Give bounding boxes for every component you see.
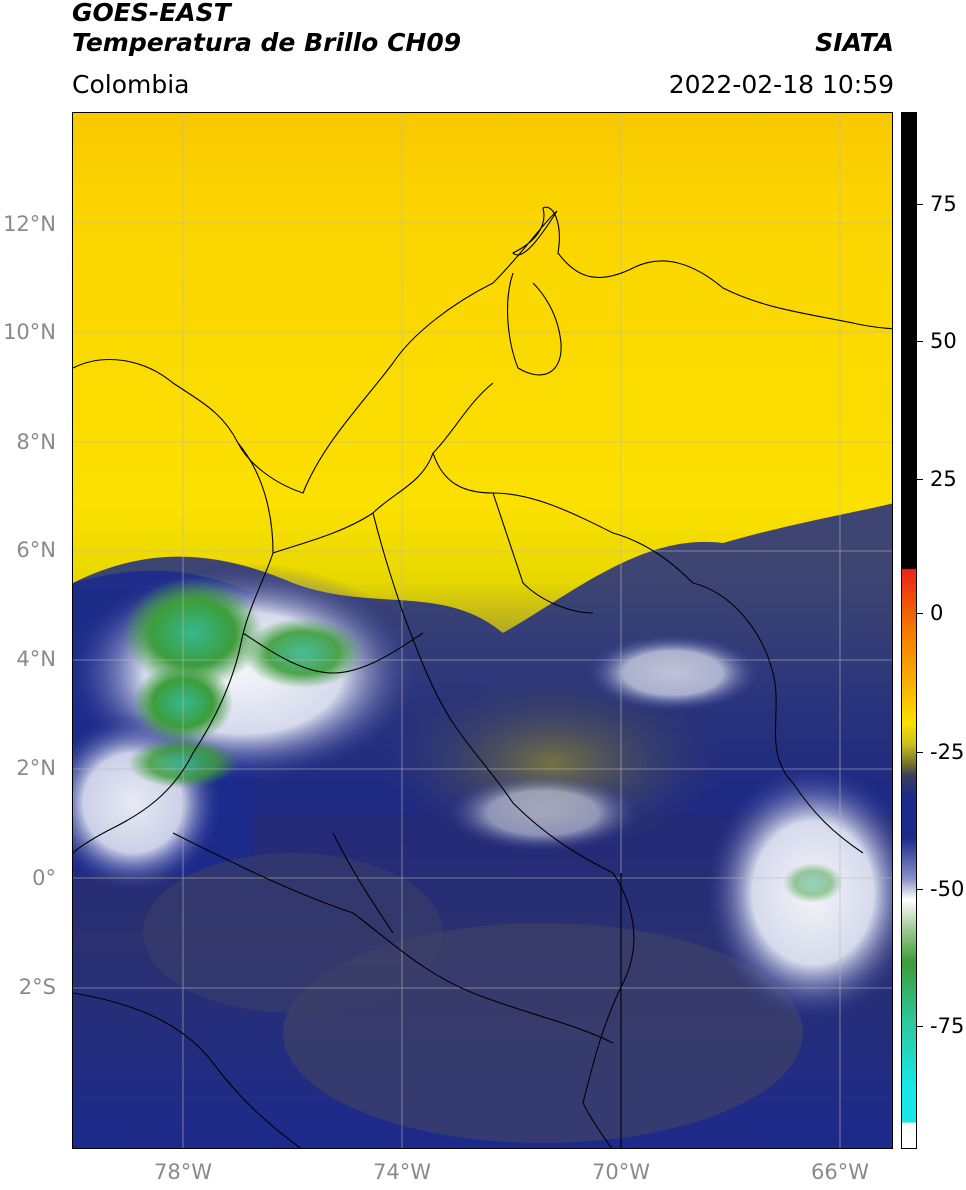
colorbar-label: 0 bbox=[930, 601, 944, 625]
graticule bbox=[73, 113, 892, 1148]
lat-label: 6°N bbox=[16, 538, 56, 562]
colorbar-label: -75 bbox=[930, 1014, 965, 1038]
colorbar-label: -25 bbox=[930, 740, 965, 764]
colorbar-tick bbox=[917, 204, 923, 205]
region-label: Colombia bbox=[72, 70, 190, 99]
colorbar-label: 50 bbox=[930, 329, 957, 353]
colorbar-tick bbox=[917, 479, 923, 480]
colorbar-tick bbox=[917, 613, 923, 614]
lat-label: 0° bbox=[32, 866, 56, 890]
lat-label: 2°S bbox=[18, 975, 56, 999]
colorbar-label: -50 bbox=[930, 877, 965, 901]
lon-label: 74°W bbox=[373, 1160, 431, 1184]
lon-label: 66°W bbox=[811, 1160, 869, 1184]
lat-label: 8°N bbox=[16, 430, 56, 454]
colorbar-label: 75 bbox=[930, 192, 957, 216]
lat-label: 12°N bbox=[3, 212, 56, 236]
lon-label: 70°W bbox=[592, 1160, 650, 1184]
lat-label: 10°N bbox=[3, 320, 56, 344]
colorbar bbox=[901, 112, 917, 1149]
timestamp-label: 2022-02-18 10:59 bbox=[668, 70, 894, 99]
title-product: Temperatura de Brillo CH09 bbox=[72, 28, 462, 57]
colorbar-label: 25 bbox=[930, 467, 957, 491]
colorbar-tick bbox=[917, 889, 923, 890]
lat-label: 4°N bbox=[16, 647, 56, 671]
source-label: SIATA bbox=[815, 28, 894, 57]
colorbar-tick bbox=[917, 752, 923, 753]
title-satellite: GOES-EAST bbox=[72, 0, 231, 27]
cold-cloud-tops bbox=[123, 578, 263, 688]
colorbar-tick bbox=[917, 1026, 923, 1027]
coastline-borders bbox=[73, 206, 892, 1148]
colorbar-tick bbox=[917, 341, 923, 342]
lat-label: 2°N bbox=[16, 756, 56, 780]
lon-label: 78°W bbox=[154, 1160, 212, 1184]
satellite-map bbox=[72, 112, 893, 1149]
